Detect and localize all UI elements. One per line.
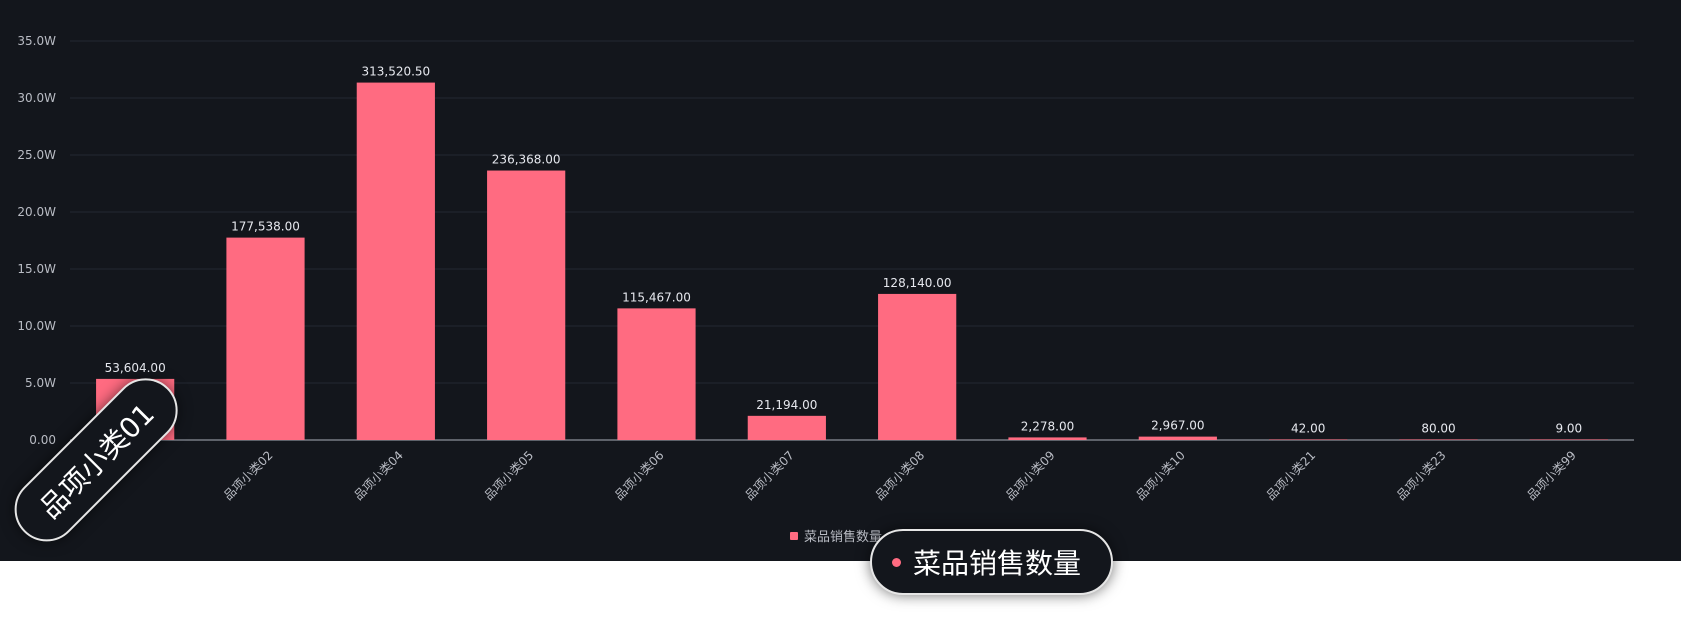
bar-chart: 0.00 5.0W 10.0W 15.0W 20.0W 25.0W 30.0W 35.0W 53… <box>17 34 1634 503</box>
y-tick-label: 30.0W <box>17 91 56 105</box>
data-label: 313,520.50 <box>361 65 430 79</box>
x-tick-label: 品项小类08 <box>873 448 928 503</box>
bar <box>617 308 696 440</box>
x-tick-label: 品项小类06 <box>612 448 667 503</box>
x-tick-label: 品项小类07 <box>742 448 797 503</box>
data-label: 53,604.00 <box>105 361 166 375</box>
chart-legend[interactable]: 菜品销售数量 <box>790 526 882 545</box>
data-label: 2,278.00 <box>1021 419 1074 433</box>
bar <box>356 82 435 440</box>
x-tick-label: 品项小类23 <box>1394 448 1449 503</box>
data-label: 128,140.00 <box>883 276 952 290</box>
y-tick-label: 10.0W <box>17 319 56 333</box>
bar <box>487 170 566 441</box>
x-tick-label: 品项小类99 <box>1524 448 1579 503</box>
y-tick-label: 15.0W <box>17 262 56 276</box>
y-tick-label: 35.0W <box>17 34 56 48</box>
legend-swatch <box>790 531 798 540</box>
bar <box>747 415 826 440</box>
bar <box>1138 436 1217 440</box>
y-tick-label: 25.0W <box>17 148 56 162</box>
chart-panel: 0.00 5.0W 10.0W 15.0W 20.0W 25.0W 30.0W 35.0W 53… <box>0 0 1681 561</box>
data-label: 177,538.00 <box>231 220 300 234</box>
data-label: 80.00 <box>1421 422 1455 436</box>
data-label: 115,467.00 <box>622 290 691 304</box>
x-tick-label: 品项小类09 <box>1003 448 1058 503</box>
bar <box>1008 437 1087 440</box>
legend-label: 菜品销售数量 <box>804 530 883 545</box>
data-label: 2,967.00 <box>1151 419 1204 433</box>
data-label: 42.00 <box>1291 422 1325 436</box>
y-tick-label: 20.0W <box>17 205 56 219</box>
x-tick-label: 品项小类04 <box>351 448 406 503</box>
bar <box>878 293 957 440</box>
bar <box>1529 439 1608 440</box>
series-dot-icon <box>892 557 901 567</box>
y-tick-label: 0.00 <box>29 433 56 447</box>
data-label: 21,194.00 <box>756 398 817 412</box>
bar <box>226 237 305 440</box>
series-tooltip-label: 菜品销售数量 <box>913 547 1082 580</box>
y-tick-label: 5.0W <box>25 376 56 390</box>
x-tick-label: 品项小类02 <box>221 448 276 503</box>
data-label: 9.00 <box>1555 422 1582 436</box>
series-tooltip: 菜品销售数量 <box>870 529 1114 595</box>
bar <box>1269 439 1348 440</box>
bar <box>1399 439 1478 440</box>
data-label: 236,368.00 <box>492 153 561 167</box>
x-tick-label: 品项小类21 <box>1264 448 1319 503</box>
x-tick-label: 品项小类05 <box>482 448 537 503</box>
x-tick-label: 品项小类10 <box>1133 448 1188 503</box>
